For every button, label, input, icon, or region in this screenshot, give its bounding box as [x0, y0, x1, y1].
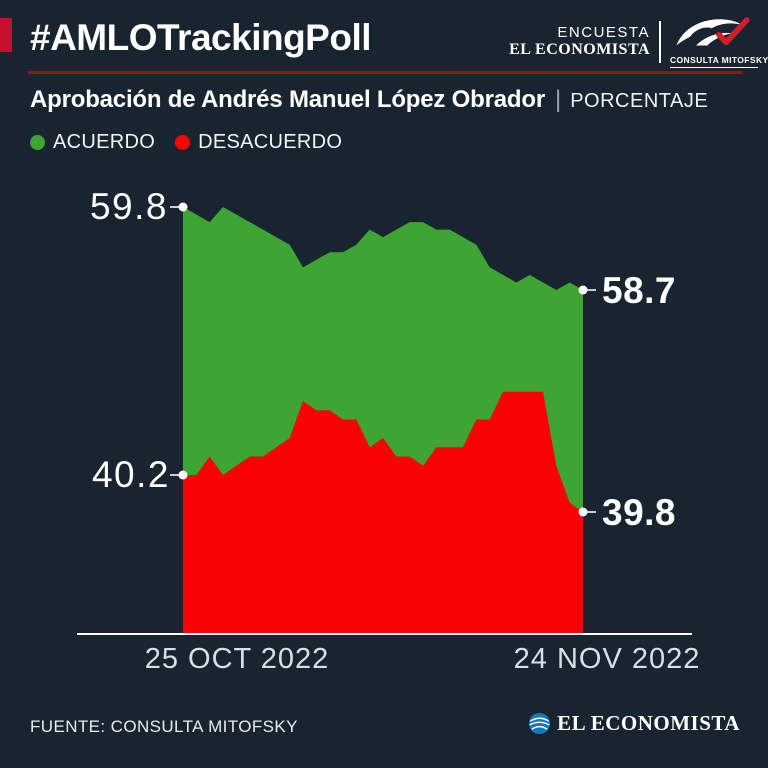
legend-item-desacuerdo: DESACUERDO — [175, 131, 342, 154]
footer-brand: EL ECONOMISTA — [528, 711, 740, 736]
header-brand-block: ENCUESTA EL ECONOMISTA CONSULTA MITOFSKY — [509, 16, 768, 68]
acuerdo-start-value: 59.8 — [90, 186, 168, 227]
consulta-mitofsky-label: CONSULTA MITOFSKY — [670, 55, 768, 68]
brand-divider — [659, 20, 661, 63]
chart-areas — [183, 207, 583, 633]
acuerdo-start-marker — [178, 202, 188, 212]
desacuerdo-start-value: 40.2 — [92, 454, 170, 495]
mitofsky-swoosh-icon — [676, 17, 750, 46]
x-axis-end-date: 24 NOV 2022 — [514, 643, 701, 675]
desacuerdo-end-value: 39.8 — [602, 492, 676, 533]
desacuerdo-end-marker — [578, 507, 588, 517]
acuerdo-end-value: 58.7 — [602, 270, 676, 311]
desacuerdo-label: DESACUERDO — [198, 131, 343, 153]
header-accent-square — [0, 18, 12, 52]
header-underline — [28, 71, 742, 74]
brand-el-economista-label: EL ECONOMISTA — [509, 41, 650, 59]
unit-label: PORCENTAJE — [570, 90, 709, 112]
acuerdo-dot-icon — [30, 135, 45, 150]
endpoint-markers — [170, 202, 596, 517]
legend: ACUERDO DESACUERDO — [30, 131, 342, 154]
legend-item-acuerdo: ACUERDO — [30, 131, 155, 154]
encuesta-el-economista-wordmark: ENCUESTA EL ECONOMISTA — [509, 23, 650, 59]
desacuerdo-start-marker — [178, 470, 188, 480]
acuerdo-label: ACUERDO — [53, 131, 156, 153]
desacuerdo-dot-icon — [175, 135, 191, 150]
consulta-mitofsky-logo: CONSULTA MITOFSKY — [670, 16, 768, 68]
chart-subtitle-row: Aprobación de Andrés Manuel López Obrado… — [30, 86, 708, 114]
brand-encuesta-label: ENCUESTA — [557, 23, 650, 41]
x-axis-start-date: 25 OCT 2022 — [145, 643, 330, 675]
el-economista-wordmark: EL ECONOMISTA — [557, 711, 740, 735]
page-title: #AMLOTrackingPoll — [30, 17, 372, 58]
desacuerdo-area — [183, 391, 583, 633]
subtitle-separator: | — [554, 86, 562, 113]
el-economista-globe-icon — [529, 712, 551, 735]
chart-title: Aprobación de Andrés Manuel López Obrado… — [30, 86, 545, 113]
source-note: FUENTE: CONSULTA MITOFSKY — [30, 717, 298, 736]
acuerdo-end-marker — [578, 285, 588, 295]
